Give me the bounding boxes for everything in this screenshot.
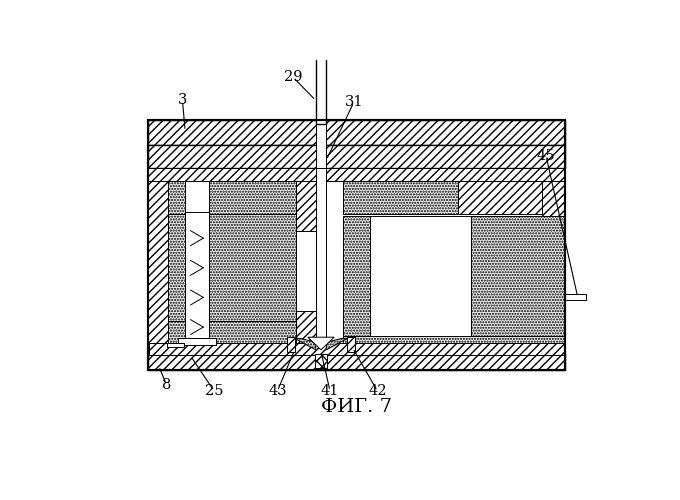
Bar: [564, 294, 585, 300]
Bar: [316, 54, 326, 124]
Text: 29: 29: [284, 70, 303, 85]
Text: 43: 43: [268, 384, 287, 398]
Bar: [148, 120, 564, 370]
Bar: [150, 343, 564, 354]
Bar: [148, 120, 564, 370]
Bar: [168, 321, 185, 352]
Text: 31: 31: [345, 96, 363, 110]
Bar: [471, 216, 564, 336]
Bar: [316, 168, 326, 338]
Bar: [148, 354, 564, 370]
Text: 42: 42: [369, 384, 387, 398]
Polygon shape: [294, 338, 316, 350]
Bar: [296, 312, 321, 354]
Bar: [343, 182, 458, 214]
Bar: [296, 182, 321, 232]
Text: ФИГ. 7: ФИГ. 7: [321, 398, 392, 415]
Bar: [177, 338, 216, 345]
Polygon shape: [308, 337, 334, 350]
Bar: [316, 116, 326, 168]
Bar: [343, 216, 370, 336]
Bar: [148, 182, 168, 354]
Text: 8: 8: [162, 378, 171, 392]
Text: 25: 25: [205, 384, 223, 398]
Bar: [343, 336, 564, 353]
Bar: [209, 214, 296, 321]
Bar: [168, 182, 185, 214]
Bar: [209, 321, 296, 352]
Bar: [458, 182, 564, 214]
Bar: [148, 120, 564, 144]
Bar: [148, 144, 564, 168]
Bar: [543, 182, 564, 354]
Text: 45: 45: [537, 149, 556, 163]
Bar: [209, 182, 296, 214]
Bar: [347, 337, 355, 352]
Bar: [287, 337, 294, 352]
Bar: [167, 344, 184, 347]
Text: 41: 41: [321, 384, 339, 398]
Polygon shape: [326, 338, 347, 350]
Bar: [185, 212, 209, 338]
Bar: [168, 214, 185, 321]
Bar: [315, 354, 327, 368]
Text: 3: 3: [177, 94, 187, 108]
Bar: [370, 216, 471, 336]
Bar: [148, 168, 564, 181]
